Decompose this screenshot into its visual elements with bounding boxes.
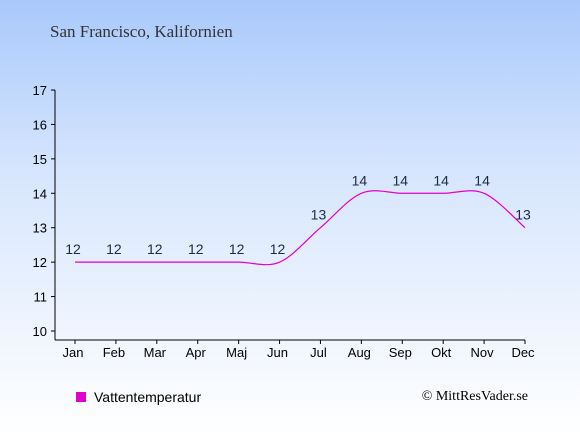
x-tick-label: Mar (144, 345, 167, 360)
data-label: 14 (474, 172, 490, 188)
series-line-vattentemperatur (74, 190, 526, 266)
y-tick-label: 15 (33, 152, 47, 167)
data-point (196, 261, 199, 264)
x-tick-label: Aug (348, 345, 371, 360)
data-label: 12 (229, 241, 245, 257)
data-point (155, 261, 158, 264)
x-tick-label: Maj (226, 345, 247, 360)
data-label: 12 (147, 241, 163, 257)
chart-title: San Francisco, Kalifornien (50, 22, 233, 41)
data-point (360, 192, 363, 195)
y-tick-label: 16 (33, 117, 47, 132)
y-tick-label: 13 (33, 221, 47, 236)
y-tick-label: 10 (33, 324, 47, 339)
data-label: 14 (352, 172, 368, 188)
x-tick-label: Sep (389, 345, 412, 360)
x-tick-label: Jun (267, 345, 288, 360)
data-label: 14 (392, 172, 408, 188)
data-point (319, 226, 322, 229)
data-point (442, 192, 445, 195)
data-point (524, 226, 527, 229)
data-point (278, 261, 281, 264)
data-label: 13 (311, 207, 327, 223)
data-label: 12 (106, 241, 122, 257)
data-point (237, 261, 240, 264)
x-tick-label: Jul (310, 345, 327, 360)
data-label: 12 (188, 241, 204, 257)
x-tick-label: Okt (431, 345, 452, 360)
data-point (74, 261, 77, 264)
data-label: 14 (433, 172, 449, 188)
x-tick-label: Nov (471, 345, 495, 360)
x-tick-label: Jan (63, 345, 84, 360)
y-tick-label: 17 (33, 83, 47, 98)
data-label: 13 (515, 207, 531, 223)
data-point (401, 192, 404, 195)
y-tick-label: 12 (33, 255, 47, 270)
x-tick-label: Feb (103, 345, 125, 360)
legend: Vattentemperatur (76, 389, 201, 405)
y-tick-label: 14 (33, 186, 47, 201)
credit-text: © MittResVader.se (421, 389, 528, 404)
legend-swatch (76, 392, 86, 402)
data-point (483, 192, 486, 195)
y-tick-label: 11 (34, 290, 48, 305)
legend-label: Vattentemperatur (94, 389, 202, 405)
data-label: 12 (65, 241, 81, 257)
data-point (114, 261, 117, 264)
x-tick-label: Dec (511, 345, 535, 360)
x-tick-label: Apr (186, 345, 207, 360)
data-label: 12 (270, 241, 286, 257)
